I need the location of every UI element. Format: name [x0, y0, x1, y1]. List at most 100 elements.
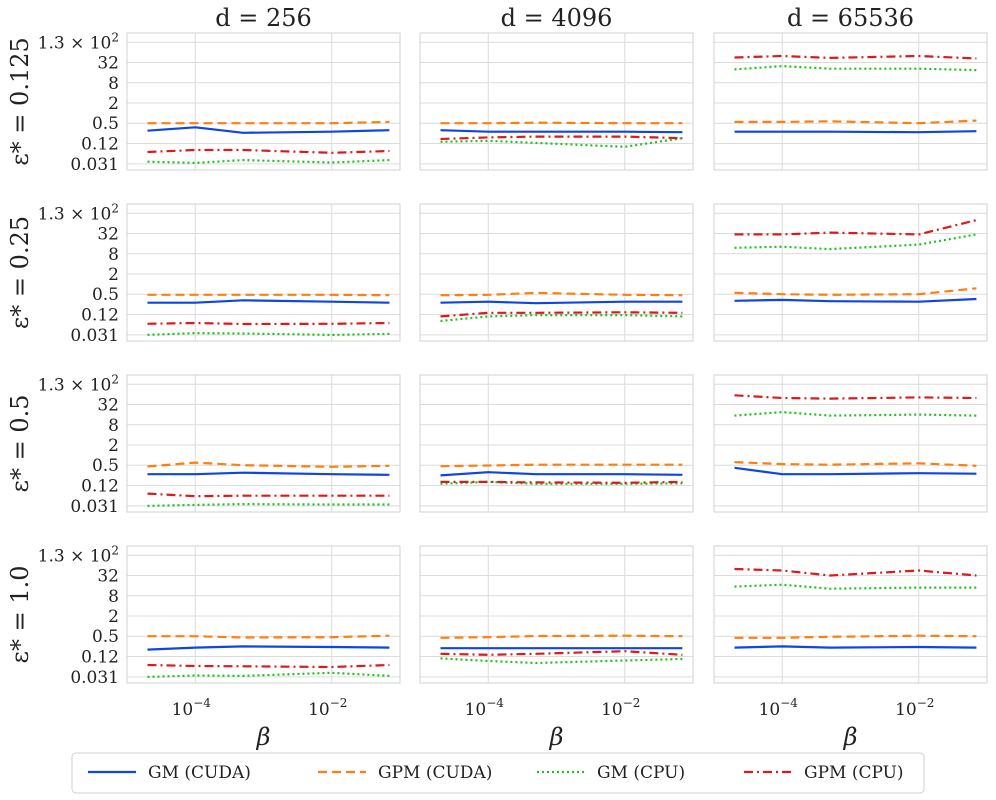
series-line-gpm-cpu: [440, 311, 683, 318]
x-tick-exponent: −4: [193, 696, 211, 710]
y-tick-text: 0.031: [70, 668, 119, 688]
panel-frame: [713, 32, 988, 171]
y-tick-label: 0.12: [81, 476, 119, 496]
panel-frame: [126, 203, 401, 342]
y-tick-label: 2: [108, 94, 119, 114]
legend-label: GM (CUDA): [148, 763, 251, 783]
y-tick-text: 32: [97, 396, 119, 416]
x-axis-label: β: [256, 723, 271, 751]
series-line-gpm-cuda: [734, 119, 977, 125]
series-line-gm-cuda: [734, 297, 977, 303]
x-tick-label: 10−2: [308, 696, 347, 720]
x-tick-label: 10−4: [172, 696, 212, 720]
series-line-gpm-cuda: [734, 461, 977, 467]
column-title: d = 65536: [787, 4, 914, 32]
panel-r3-c2: 10−4 10−2: [713, 545, 988, 720]
y-tick-text: 32: [97, 567, 119, 587]
y-tick-exponent: 2: [111, 543, 119, 557]
series-line-gpm-cuda: [734, 634, 977, 639]
y-tick-label: 0.5: [92, 627, 119, 647]
series-line-gpm-cpu: [147, 321, 390, 326]
column-title: d = 4096: [501, 4, 613, 32]
y-tick-label: 0.031: [70, 497, 119, 517]
series-line-gm-cpu: [440, 480, 683, 485]
panel-r3-c1: 10−4 10−2: [419, 545, 694, 720]
y-tick-exponent: 2: [111, 30, 119, 44]
y-tick-exponent: 2: [111, 372, 119, 386]
series-line-gm-cuda: [147, 471, 390, 476]
series-line-gm-cuda: [147, 299, 390, 304]
x-tick-base: 10: [759, 700, 781, 720]
row-label: ε* = 0.125: [6, 37, 34, 166]
y-tick-label: 8: [108, 74, 119, 94]
y-tick-text: 1.3 × 10: [38, 375, 112, 395]
y-tick-text: 0.5: [92, 456, 119, 476]
panel-frame: [419, 545, 694, 684]
series-line-gpm-cpu: [734, 219, 977, 236]
x-tick-label: 10−2: [601, 696, 640, 720]
y-tick-label: 0.12: [81, 305, 119, 325]
y-tick-text: 8: [108, 416, 119, 436]
y-tick-label: 1.3 × 102: [38, 30, 119, 53]
series-line-gm-cpu: [440, 137, 683, 148]
x-tick-label: 10−4: [465, 696, 505, 720]
y-tick-label: 1.3 × 102: [38, 543, 119, 566]
y-tick-text: 32: [97, 225, 119, 245]
y-tick-text: 0.031: [70, 326, 119, 346]
panel-r0-c2: [713, 32, 988, 171]
series-line-gm-cpu: [440, 314, 683, 323]
y-tick-text: 1.3 × 10: [38, 204, 112, 224]
x-tick-base: 10: [601, 700, 623, 720]
x-tick-exponent: −2: [330, 696, 348, 710]
y-tick-label: 2: [108, 265, 119, 285]
series-line-gm-cpu: [147, 503, 390, 507]
x-tick-exponent: −4: [780, 696, 798, 710]
series-line-gpm-cuda: [147, 634, 390, 639]
series-line-gpm-cuda: [734, 287, 977, 296]
panel-r0-c1: [419, 32, 694, 171]
series-line-gm-cuda: [734, 645, 977, 649]
y-tick-label: 32: [97, 396, 119, 416]
y-tick-label: 0.5: [92, 114, 119, 134]
y-tick-label: 0.031: [70, 155, 119, 175]
y-tick-label: 0.12: [81, 647, 119, 667]
row-label: ε* = 1.0: [6, 566, 34, 664]
x-axis-label: β: [549, 723, 564, 751]
x-tick-exponent: −4: [486, 696, 504, 710]
y-tick-text: 0.12: [81, 476, 119, 496]
row-label: ε* = 0.25: [6, 216, 34, 329]
y-tick-label: 8: [108, 587, 119, 607]
series-line-gm-cuda: [734, 130, 977, 134]
y-tick-label: 32: [97, 225, 119, 245]
y-tick-text: 2: [108, 265, 119, 285]
y-tick-text: 0.5: [92, 114, 119, 134]
series-line-gpm-cpu: [734, 567, 977, 577]
y-tick-text: 0.031: [70, 155, 119, 175]
panel-frame: [713, 545, 988, 684]
y-tick-label: 32: [97, 567, 119, 587]
series-line-gpm-cpu: [147, 148, 390, 154]
panel-frame: [126, 545, 401, 684]
y-tick-text: 1.3 × 10: [38, 33, 112, 53]
y-tick-text: 8: [108, 74, 119, 94]
y-tick-text: 1.3 × 10: [38, 546, 112, 566]
series-line-gm-cpu: [147, 671, 390, 678]
y-tick-text: 0.031: [70, 497, 119, 517]
y-tick-text: 8: [108, 245, 119, 265]
series-line-gpm-cpu: [440, 650, 683, 656]
y-tick-text: 2: [108, 94, 119, 114]
panel-r2-c2: [713, 374, 988, 513]
series-line-gm-cuda: [440, 471, 683, 477]
y-tick-text: 0.5: [92, 627, 119, 647]
y-tick-label: 0.12: [81, 134, 119, 154]
y-tick-label: 0.5: [92, 285, 119, 305]
y-tick-label: 32: [97, 54, 119, 74]
panel-frame: [419, 203, 694, 342]
y-tick-text: 2: [108, 607, 119, 627]
legend-label: GPM (CPU): [804, 763, 904, 783]
